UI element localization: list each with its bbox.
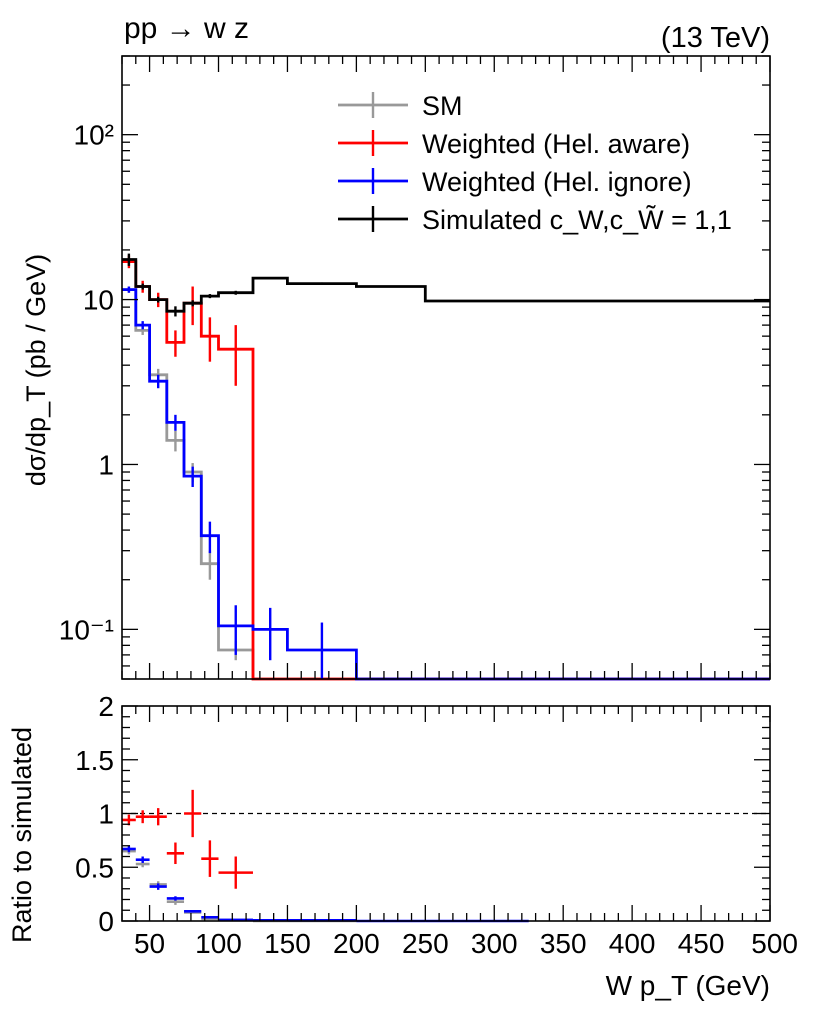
main-y-axis-label: dσ/dp_T (pb / GeV) [21, 254, 51, 486]
x-tick-label: 100 [195, 928, 242, 959]
ratio-y-tick-label: 0 [98, 906, 114, 937]
x-tick-label: 50 [134, 928, 165, 959]
ratio-y-tick-label: 1.5 [75, 745, 114, 776]
ratio-plot-frame [121, 705, 771, 922]
main-y-tick-labels: 10⁻¹ 1 10 10² [59, 120, 114, 646]
main-axis-ticks [121, 55, 771, 680]
x-tick-label: 500 [751, 928, 798, 959]
ratio-y-axis-label: Ratio to simulated [7, 727, 37, 943]
main-y-tick-label: 10² [74, 120, 114, 151]
main-plot-frame [121, 55, 771, 680]
ratio-y-tick-labels: 0 0.5 1 1.5 2 [75, 691, 114, 937]
legend: SM Weighted (Hel. aware) Weighted (Hel. ig… [338, 91, 732, 235]
legend-label-sm: SM [422, 91, 463, 121]
ratio-y-tick-label: 1 [98, 799, 114, 830]
x-tick-label: 250 [402, 928, 449, 959]
hist-line-simulated [122, 258, 770, 313]
main-y-tick-label: 10 [83, 285, 114, 316]
ratio-axis-ticks [121, 705, 771, 922]
main-histograms [122, 253, 770, 681]
main-y-tick-label: 10⁻¹ [59, 614, 114, 645]
ratio-y-tick-label: 0.5 [75, 852, 114, 883]
x-tick-labels: 50 100 150 200 250 300 350 400 450 500 [134, 928, 798, 959]
ratio-y-tick-label: 2 [98, 691, 114, 722]
x-tick-label: 400 [609, 928, 656, 959]
ratio-points [122, 789, 529, 923]
ratio-panel: 00.511.52 50 100 150 200 250 300 350 400 450 500 … [7, 691, 798, 1001]
main-panel: 10⁻¹ 1 10 10² dσ/dp_T (pb / GeV) SM Weighted… [21, 55, 771, 681]
main-y-tick-label: 1 [98, 449, 114, 480]
x-tick-label: 300 [471, 928, 518, 959]
x-tick-label: 200 [333, 928, 380, 959]
legend-label-weighted-hel-aware: Weighted (Hel. aware) [422, 129, 690, 159]
x-tick-label: 150 [264, 928, 311, 959]
energy-label: (13 TeV) [661, 22, 770, 54]
legend-label-weighted-hel-ignore: Weighted (Hel. ignore) [422, 167, 692, 197]
process-label: pp → w z [124, 12, 249, 45]
legend-label-simulated: Simulated c_W,c_W̃ = 1,1 [422, 205, 732, 235]
x-tick-label: 350 [540, 928, 587, 959]
x-tick-label: 450 [678, 928, 725, 959]
x-axis-label: W p_T (GeV) [606, 970, 770, 1001]
